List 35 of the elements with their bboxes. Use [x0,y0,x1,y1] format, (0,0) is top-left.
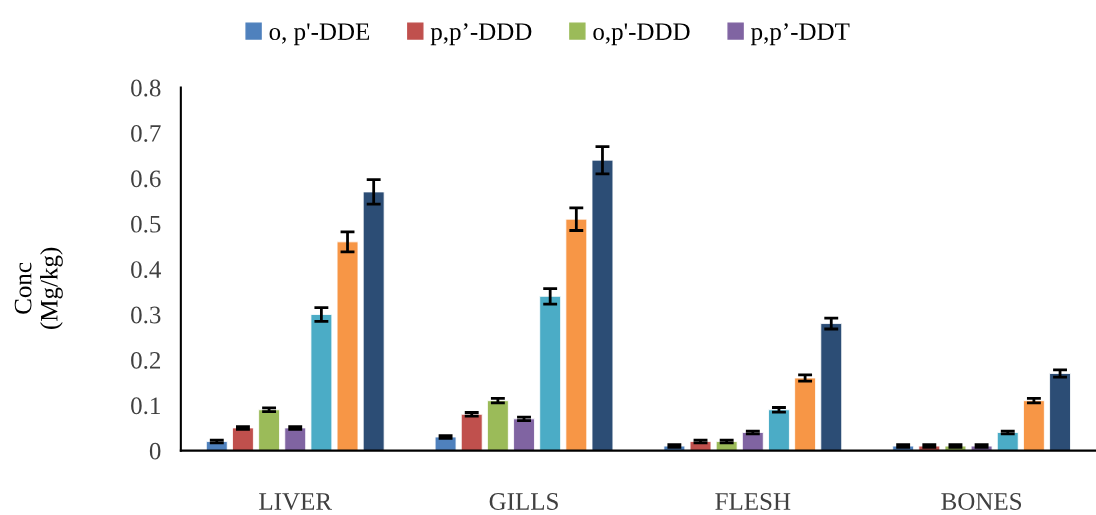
y-tick-label: 0.3 [131,306,161,324]
x-tick-label: BONES [941,493,1022,510]
y-tick-label: 0.8 [131,79,161,97]
x-tick-label: FLESH [715,493,791,510]
y-tick-label: 0.2 [131,351,161,369]
y-axis-title: Conc (Mg/kg) [14,247,63,329]
bar [768,409,790,451]
bar [591,159,614,451]
legend-label: o, p'-DDE [269,23,370,46]
bar [1049,373,1071,451]
legend-label: p,p’-DDD [430,23,532,46]
y-tick-label: 0.7 [131,124,161,142]
bar [310,314,333,451]
bar [1023,400,1045,451]
y-tick-label: 0.1 [131,397,160,415]
legend-label: p,p’-DDT [751,23,850,46]
bar [487,400,509,451]
y-tick-label: 0 [149,442,161,460]
bar [232,427,254,451]
y-tick-label: 0.4 [131,261,161,279]
bar [460,413,483,451]
bar [539,295,562,451]
x-tick-label: LIVER [259,493,332,511]
y-tick-label: 0.5 [131,215,161,233]
bar [565,218,588,451]
bar [258,409,280,451]
bar [284,427,307,451]
bar [820,323,843,451]
bar [362,191,385,451]
x-tick-label: GILLS [489,493,558,510]
legend-label: o,p'-DDD [593,23,690,46]
bar [336,241,359,451]
y-tick-label: 0.6 [131,170,161,188]
bar [513,418,535,451]
bar [794,377,816,451]
